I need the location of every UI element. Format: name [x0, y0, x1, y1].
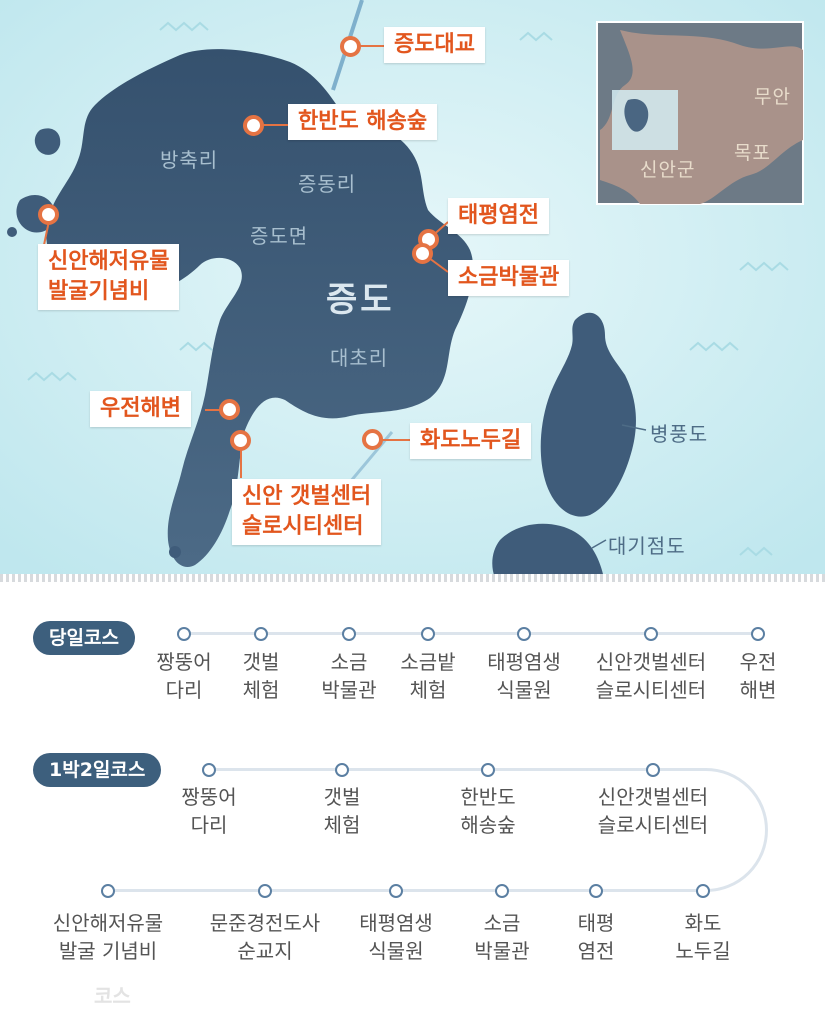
tiny-islet: [7, 227, 17, 237]
byeongpung-island: [540, 312, 636, 517]
map-svg: [0, 0, 825, 578]
course-stop-label-overnight-row2: 문준경전도사 순교지: [209, 911, 321, 963]
wave-marks: [27, 21, 789, 557]
course-stop-label-day: 신안갯벌센터 슬로시티센터: [595, 650, 707, 702]
poi-label-tidal-center-line2: 슬로시티센터: [242, 514, 364, 539]
place-jeungdo-myeon: 증도면: [250, 224, 309, 248]
inset-land: [600, 30, 803, 204]
poi-label-tidal-center-line1: 신안 갯벌센터: [242, 484, 372, 509]
course-day-route-line: [184, 632, 758, 635]
map-area: 방축리 증동리 증도면 증도 대초리 병풍도 대기점도 무안 목포 신안군 증도…: [0, 0, 825, 578]
inset-mokpo: 목포: [734, 142, 771, 164]
main-island-name: 증도: [326, 280, 395, 320]
poi-label-ujeon-beach[interactable]: 우전해변: [90, 391, 191, 427]
course-stop-dot-day: [517, 627, 531, 641]
poi-label-hanbando-forest[interactable]: 한반도 해송숲: [288, 104, 438, 140]
course-overnight-route-curve: [656, 768, 768, 892]
course-stop-dot-overnight-row2: [696, 884, 710, 898]
poi-dot-hwado-road[interactable]: [362, 429, 383, 450]
place-byeongpung: 병풍도: [650, 422, 709, 446]
course-stop-dot-day: [254, 627, 268, 641]
poi-dot-relic-monument[interactable]: [38, 204, 59, 225]
place-daegijeom: 대기점도: [608, 534, 686, 558]
course-stop-dot-day: [751, 627, 765, 641]
course-stop-label-day: 우전 해변: [739, 650, 777, 702]
course-stop-dot-overnight-row2: [589, 884, 603, 898]
course-stop-label-overnight-row2: 화도 노두길: [675, 911, 731, 963]
poi-dot-tidal-center[interactable]: [230, 430, 251, 451]
place-daecho: 대초리: [330, 346, 389, 370]
course-stop-dot-overnight-row2: [389, 884, 403, 898]
course-overnight-route-line-top: [209, 768, 656, 771]
inset-muan: 무안: [754, 86, 791, 108]
poi-label-tidal-center[interactable]: 신안 갯벌센터 슬로시티센터: [232, 479, 382, 545]
section-divider: [0, 574, 825, 582]
place-jeungdong: 증동리: [298, 172, 357, 196]
course-stop-dot-day: [342, 627, 356, 641]
poi-label-relic-monument-line1: 신안해저유물: [48, 249, 170, 274]
place-bangchuk: 방축리: [160, 148, 219, 172]
course-overnight-route-line-bottom: [108, 889, 704, 892]
course-stop-label-day: 소금밭 체험: [400, 650, 456, 702]
course-stop-label-overnight-row2: 태평염생 식물원: [359, 911, 433, 963]
course-stop-label-overnight-row2: 신안해저유물 발굴 기념비: [52, 911, 164, 963]
inset-sinan: 신안군: [640, 159, 696, 181]
faded-course-text: 코스: [94, 984, 131, 1008]
course-stop-dot-day: [177, 627, 191, 641]
poi-label-salt-museum[interactable]: 소금박물관: [448, 260, 570, 296]
course-stop-label-day: 갯벌 체험: [242, 650, 280, 702]
course-stop-dot-day: [421, 627, 435, 641]
poi-dot-ujeon-beach[interactable]: [219, 399, 240, 420]
course-stop-dot-overnight-row1: [481, 763, 495, 777]
course-stop-label-day: 태평염생 식물원: [487, 650, 561, 702]
course-stop-label-overnight-row2: 소금 박물관: [474, 911, 530, 963]
course-stop-dot-overnight-row1: [202, 763, 216, 777]
daegijeom-island: [492, 523, 604, 578]
course-stop-label-overnight-row1: 신안갯벌센터 슬로시티센터: [597, 785, 709, 837]
course-stop-label-overnight-row1: 짱뚱어 다리: [181, 785, 237, 837]
poi-label-relic-monument-line2: 발굴기념비: [48, 279, 150, 304]
poi-label-jeungdo-bridge[interactable]: 증도대교: [384, 27, 485, 63]
course-stop-dot-overnight-row2: [258, 884, 272, 898]
course-stop-label-overnight-row1: 갯벌 체험: [323, 785, 361, 837]
course-stop-label-day: 짱뚱어 다리: [156, 650, 212, 702]
course-stop-dot-day: [644, 627, 658, 641]
course-stop-label-overnight-row1: 한반도 해송숲: [460, 785, 516, 837]
course-day-badge: 당일코스: [33, 621, 135, 655]
poi-dot-salt-museum[interactable]: [412, 243, 433, 264]
course-stop-dot-overnight-row1: [335, 763, 349, 777]
course-stop-dot-overnight-row2: [101, 884, 115, 898]
course-stop-dot-overnight-row2: [495, 884, 509, 898]
west-islet-small: [34, 128, 61, 155]
course-stop-dot-overnight-row1: [646, 763, 660, 777]
course-stop-label-day: 소금 박물관: [321, 650, 377, 702]
course-overnight-badge: 1박2일코스: [33, 753, 162, 787]
inset-island: [624, 98, 649, 132]
course-stop-label-overnight-row2: 태평 염전: [577, 911, 615, 963]
poi-dot-jeungdo-bridge[interactable]: [340, 36, 361, 57]
poi-label-taepyeong-saltfarm[interactable]: 태평염전: [448, 198, 549, 234]
tiny-islet-south: [169, 546, 181, 558]
poi-dot-hanbando-forest[interactable]: [243, 115, 264, 136]
poi-label-relic-monument[interactable]: 신안해저유물 발굴기념비: [38, 244, 180, 310]
poi-label-hwado-road[interactable]: 화도노두길: [410, 423, 532, 459]
main-island-shape: [46, 49, 474, 568]
